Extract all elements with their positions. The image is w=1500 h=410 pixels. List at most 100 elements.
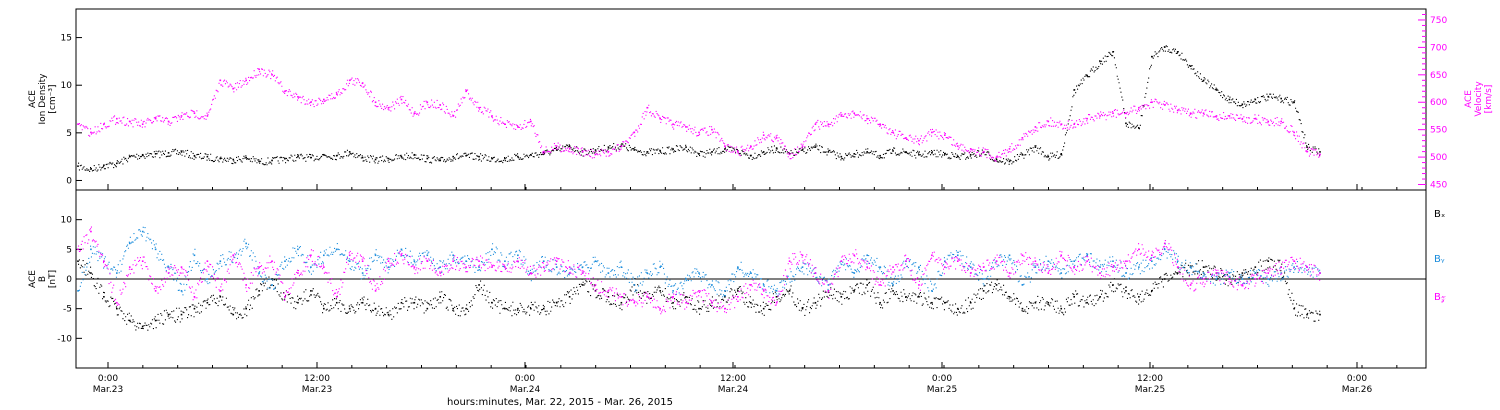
bz-point-23 [374, 290, 377, 292]
bottom-left-axis-label-line1: ACE [28, 270, 38, 288]
velocity-point-71 [995, 156, 998, 158]
density-dots [78, 45, 1321, 172]
velocity-point-87 [1202, 112, 1205, 115]
bz-point-60 [853, 254, 856, 257]
bx-point-34 [517, 307, 519, 310]
bx-point-26 [413, 301, 416, 304]
legend-bx: Bₓ [1434, 209, 1445, 220]
bz-point-47 [685, 301, 687, 304]
x-tick-time-4: 0:00 [932, 374, 952, 384]
density-point-54 [775, 147, 778, 149]
density-point-10 [206, 155, 209, 158]
density-point-7 [167, 152, 170, 154]
density-point-6 [154, 153, 157, 155]
bz-point-78 [1086, 260, 1088, 262]
density-point-69 [969, 153, 972, 156]
bz-point-8 [180, 266, 183, 268]
velocity-point-35 [530, 120, 532, 123]
density-point-22 [361, 156, 364, 159]
density-point-56 [801, 149, 804, 151]
velocity-point-14 [258, 68, 260, 71]
bz-point-13 [245, 284, 247, 286]
bz-point-40 [594, 284, 597, 286]
velocity-point-29 [452, 115, 454, 117]
by-point-31 [478, 266, 480, 268]
by-point-60 [853, 272, 856, 274]
bx-dots [78, 257, 1321, 331]
top-left-tick-label-0: 0 [66, 176, 72, 186]
velocity-point-92 [1267, 120, 1270, 123]
density-point-61 [866, 151, 868, 153]
velocity-point-67 [944, 134, 946, 136]
density-point-90 [1241, 103, 1244, 106]
bx-point-29 [452, 307, 454, 310]
top-right-tick-label-6: 750 [1430, 16, 1447, 26]
by-point-28 [439, 266, 442, 268]
bx-point-10 [206, 301, 209, 304]
velocity-point-25 [400, 98, 403, 101]
velocity-point-62 [879, 123, 881, 125]
bz-point-26 [413, 266, 416, 268]
density-point-15 [271, 159, 273, 162]
top-right-axis-label-line1: ACE [1464, 90, 1474, 108]
velocity-point-13 [245, 79, 247, 82]
density-point-31 [478, 155, 480, 158]
velocity-point-56 [801, 145, 804, 147]
by-point-92 [1267, 278, 1270, 280]
density-point-41 [607, 146, 610, 148]
bz-point-39 [581, 272, 584, 274]
by-point-83 [1151, 260, 1153, 262]
bottom-legend: Bₓ Bᵧ B𝓏 [1434, 209, 1446, 303]
bz-point-20 [335, 296, 338, 298]
velocity-point-78 [1086, 117, 1088, 120]
bz-point-36 [542, 266, 545, 268]
by-point-66 [931, 290, 933, 292]
bx-point-95 [1306, 313, 1308, 316]
bottom-left-tick-label-0: -10 [57, 334, 72, 344]
top-left-axis-label-line1: ACE [28, 90, 38, 108]
velocity-point-57 [814, 123, 817, 125]
velocity-point-66 [931, 131, 933, 134]
density-point-5 [141, 153, 144, 156]
legend-by: Bᵧ [1434, 254, 1445, 265]
bx-point-9 [193, 307, 196, 310]
bottom-left-tick-label-4: 10 [61, 216, 73, 226]
density-point-37 [555, 149, 558, 151]
bz-point-93 [1280, 266, 1282, 268]
bz-point-2 [103, 260, 105, 262]
velocity-point-24 [387, 106, 390, 109]
density-point-4 [128, 155, 131, 158]
bz-point-84 [1163, 242, 1166, 245]
bx-point-84 [1163, 278, 1166, 280]
velocity-point-53 [762, 134, 765, 136]
top-left-axis-label-line3: [cm⁻³] [48, 84, 58, 113]
bx-point-62 [879, 301, 881, 304]
by-point-93 [1280, 272, 1282, 274]
bz-point-6 [154, 290, 157, 292]
bx-point-7 [167, 313, 170, 316]
bx-point-55 [788, 290, 791, 292]
velocity-point-30 [465, 90, 467, 93]
velocity-point-93 [1280, 120, 1282, 123]
by-point-94 [1293, 266, 1295, 268]
bz-point-76 [1060, 254, 1063, 257]
bz-point-53 [762, 290, 765, 292]
by-point-85 [1176, 260, 1179, 262]
bx-point-24 [387, 313, 390, 316]
x-tick-date-0: Mar.23 [93, 385, 123, 395]
by-point-47 [685, 278, 687, 280]
bx-point-1 [90, 272, 92, 274]
x-tick-time-3: 12:00 [720, 374, 746, 384]
top-panel-data [77, 45, 1321, 172]
bottom-left-axis-label-line3: [nT] [48, 270, 58, 288]
bottom-left-tick-label-1: -5 [63, 305, 72, 315]
top-right-axis-label-line3: [km/s] [1484, 85, 1494, 114]
bx-point-60 [853, 290, 856, 292]
velocity-point-55 [788, 153, 791, 156]
bx-point-15 [271, 278, 273, 280]
top-left-tick-label-2: 10 [61, 81, 73, 91]
density-point-21 [348, 151, 351, 153]
bx-point-20 [335, 301, 338, 304]
bz-point-56 [801, 254, 804, 257]
bz-point-25 [400, 254, 403, 257]
